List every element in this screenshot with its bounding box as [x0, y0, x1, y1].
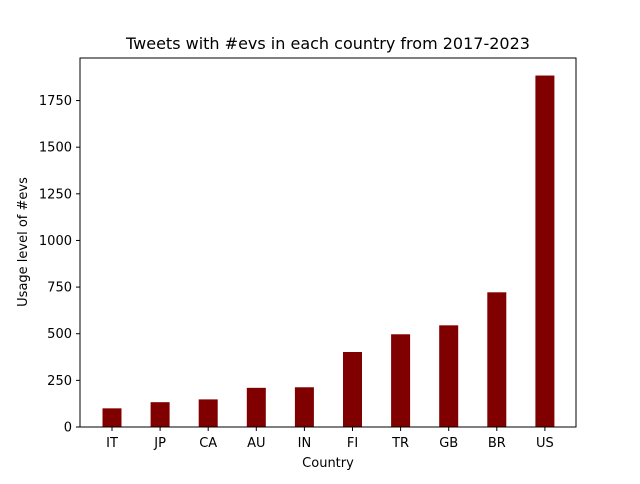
y-tick-label: 1000: [39, 234, 72, 249]
x-tick-label: IN: [298, 436, 312, 451]
bar-FI: [343, 352, 362, 427]
x-axis-ticks: IT JP CA AU IN FI TR GB BR US: [106, 427, 554, 451]
y-axis-label: Usage level of #evs: [16, 177, 31, 307]
y-tick-label: 500: [47, 327, 72, 342]
bar-GB: [439, 325, 459, 427]
x-tick-label: BR: [488, 436, 506, 451]
bar-IT: [102, 408, 122, 427]
x-axis-label: Country: [302, 456, 354, 471]
bar-CA: [198, 399, 218, 427]
x-tick-label: JP: [153, 436, 166, 451]
x-tick-label: IT: [106, 436, 118, 451]
bar-IN: [294, 387, 314, 427]
x-tick-label: FI: [347, 436, 358, 451]
x-tick-label: AU: [247, 436, 265, 451]
x-tick-label: TR: [391, 436, 409, 451]
bar-TR: [391, 334, 411, 427]
y-axis-ticks: 0 250 500 750 1000 1250 1500 1750: [39, 94, 80, 436]
x-tick-label: GB: [439, 436, 458, 451]
bar-AU: [246, 387, 266, 427]
x-tick-label: CA: [199, 436, 217, 451]
bar-BR: [487, 292, 507, 427]
y-tick-label: 1500: [39, 141, 72, 156]
plot-frame: [79, 57, 577, 428]
bars-group: [102, 75, 555, 428]
bar-US: [535, 75, 555, 428]
x-tick-label: US: [536, 436, 554, 451]
y-tick-label: 1250: [39, 187, 72, 202]
y-tick-label: 750: [47, 281, 72, 296]
chart-title: Tweets with #evs in each country from 20…: [125, 34, 530, 53]
y-tick-label: 0: [64, 421, 72, 436]
y-tick-label: 250: [47, 374, 72, 389]
y-tick-label: 1750: [39, 94, 72, 109]
bar-JP: [150, 402, 170, 427]
